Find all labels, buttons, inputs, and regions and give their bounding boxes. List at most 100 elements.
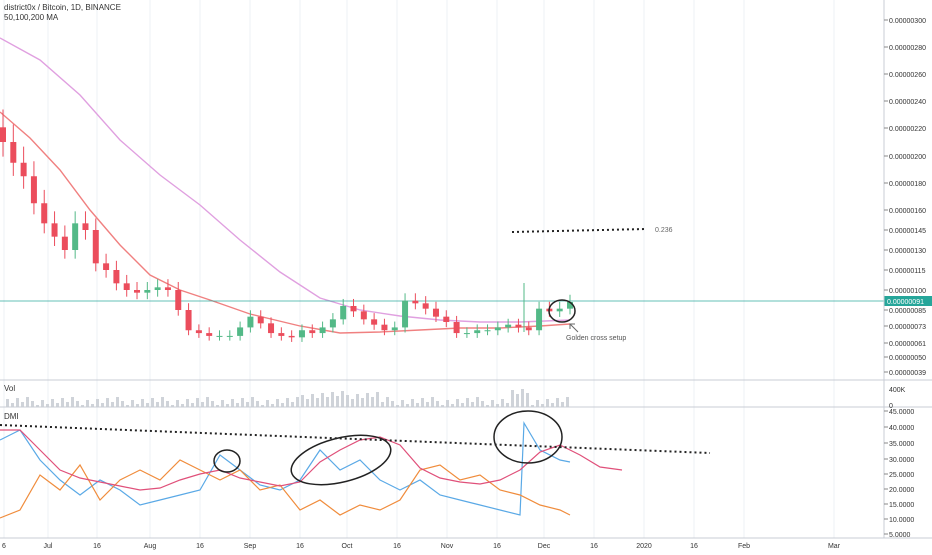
volume-bar [401,400,404,407]
volume-bar [356,394,359,407]
candle-body [443,316,450,322]
candle-body [494,327,501,331]
candle-body [402,300,409,328]
current-price-label: 0.00000091 [887,299,924,306]
volume-tick-label: 400K [889,387,906,394]
volume-bar [151,398,154,407]
volume-bar [236,403,239,407]
volume-bar [51,399,54,407]
candle-body [432,308,439,317]
candle-body [381,324,388,331]
volume-bar [186,399,189,407]
candle-body [237,327,244,336]
volume-bar [431,397,434,407]
volume-bar [481,401,484,407]
time-tick-label: 16 [493,543,501,550]
price-tick-label: 0.00000039 [889,370,926,377]
dmi-tick-label: 30.0000 [889,457,914,464]
time-tick-label: Jul [44,543,53,550]
volume-bar [276,399,279,407]
volume-bar [76,401,79,407]
price-tick-label: 0.00000073 [889,324,926,331]
volume-bar [506,403,509,407]
dmi-trendline [0,424,711,454]
ma-label: 50,100,200 MA [4,13,59,22]
candle-body [412,300,419,304]
volume-bar [66,402,69,407]
dmi-label: DMI [4,412,19,421]
candle-body [247,316,254,328]
candle-body [329,319,336,328]
dmi-tick-label: 15.0000 [889,502,914,509]
volume-bar [121,401,124,407]
volume-bar [341,391,344,407]
time-tick-label: Feb [738,543,750,550]
volume-bar [101,403,104,407]
volume-bar [41,400,44,407]
candle-body [164,287,171,290]
volume-bar [266,400,269,407]
volume-bar [561,402,564,407]
candle-body [463,333,470,335]
volume-bar [361,398,364,407]
volume-bar [96,399,99,407]
volume-bar [566,397,569,407]
volume-bar [136,404,139,407]
price-tick-label: 0.00000050 [889,355,926,362]
volume-bar [376,392,379,407]
candle-body [536,308,543,331]
volume-bar [556,398,559,407]
volume-bar [491,400,494,407]
volume-bar [281,403,284,407]
volume-bar [111,402,114,407]
candle-body [484,330,491,332]
annotation-arrowhead [569,323,575,329]
fib-dotted-line [511,228,647,233]
candle-body [123,283,130,290]
annotation-text: Golden cross setup [566,335,626,342]
candle-body [92,230,99,264]
volume-bar [146,403,149,407]
volume-bar [331,392,334,407]
candle-body [350,306,357,312]
volume-bar [421,398,424,407]
price-tick-label: 0.00000130 [889,248,926,255]
dmi-tick-label: 40.0000 [889,425,914,432]
volume-bar [301,395,304,407]
volume-bar [141,399,144,407]
volume-bar [471,402,474,407]
time-tick-label: 16 [196,543,204,550]
volume-bar [541,404,544,407]
dmi-tick-label: 35.0000 [889,441,914,448]
dmi-tick-label: 20.0000 [889,487,914,494]
volume-bar [386,397,389,407]
volume-bar [126,405,129,407]
price-tick-label: 0.00000061 [889,341,926,348]
volume-bar [306,399,309,407]
volume-bar [251,397,254,407]
volume-bar [461,403,464,407]
volume-bar [391,401,394,407]
annotation-arrow [569,323,579,333]
dmi-circle-3 [493,410,563,464]
candle-body [422,303,429,309]
volume-bar [496,404,499,407]
time-tick-label: 16 [296,543,304,550]
price-tick-label: 0.00000160 [889,208,926,215]
candle-body [10,142,17,163]
volume-bar [106,398,109,407]
volume-bar [36,405,39,407]
price-tick-label: 0.00000180 [889,181,926,188]
candle-body [0,127,6,142]
price-tick-label: 0.00000115 [889,268,926,275]
time-tick-label: 16 [393,543,401,550]
candle-body [30,176,37,204]
price-tick-label: 0.00000100 [889,288,926,295]
time-tick-label: Oct [342,543,353,550]
candle-body [319,327,326,334]
golden-cross-circle [548,299,576,323]
dmi-circle-2 [290,434,392,486]
adx-line [0,429,623,491]
price-tick-label: 0.00000260 [889,72,926,79]
